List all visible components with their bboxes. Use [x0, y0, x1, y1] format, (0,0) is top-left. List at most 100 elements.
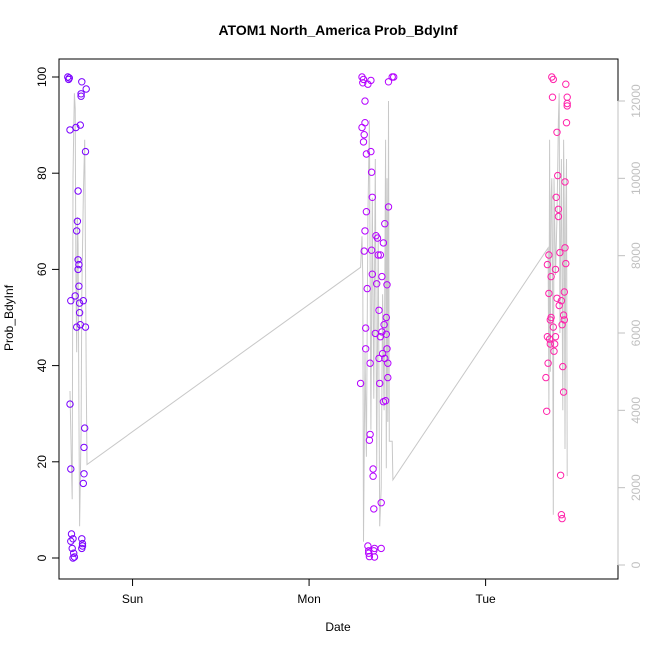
data-point [561, 244, 569, 252]
x-tick-label: Tue [475, 592, 496, 606]
data-point [550, 347, 558, 355]
data-point [388, 73, 396, 81]
chart-title: ATOM1 North_America Prob_BdyInf [218, 22, 457, 38]
data-point [367, 76, 375, 85]
x-tick-label: Sun [122, 592, 143, 606]
data-point [561, 178, 569, 186]
data-point [557, 511, 566, 519]
data-point [543, 407, 551, 415]
data-point [547, 313, 555, 322]
data-point [75, 309, 84, 317]
data-point [381, 220, 389, 228]
data-point [78, 78, 86, 86]
data-point [74, 187, 82, 195]
data-point [542, 373, 550, 382]
data-point [75, 299, 84, 307]
data-point [371, 329, 379, 338]
data-point [80, 470, 88, 478]
data-point [70, 549, 78, 557]
data-point [78, 542, 87, 550]
data-point [554, 205, 563, 214]
data-point [359, 138, 368, 146]
data-point [381, 397, 390, 405]
data-point [77, 90, 85, 98]
data-point [390, 73, 398, 81]
data-point [382, 330, 390, 338]
data-point [379, 239, 388, 247]
data-point [66, 400, 74, 408]
y-tick-label: 100 [35, 67, 49, 87]
data-point [72, 123, 80, 132]
data-point [563, 102, 571, 110]
data-point [370, 505, 378, 513]
data-point [368, 270, 376, 278]
data-point [553, 294, 561, 302]
data-point [361, 119, 369, 127]
y-tick-label: 20 [35, 455, 49, 469]
data-point [562, 259, 570, 268]
data-point [543, 333, 552, 341]
data-point [369, 472, 377, 480]
data-point [559, 311, 568, 319]
data-point [560, 316, 568, 324]
data-point [375, 354, 383, 363]
data-point [75, 260, 83, 269]
data-point [78, 539, 87, 548]
data-point [73, 217, 82, 226]
secondary-series-line [69, 93, 568, 542]
data-point [69, 554, 77, 562]
data-point [384, 359, 392, 367]
data-point [366, 359, 374, 367]
data-point [370, 553, 379, 561]
data-point [361, 227, 369, 235]
data-point [361, 97, 369, 105]
data-point [545, 289, 553, 298]
data-point [369, 465, 377, 473]
y2-tick-label: 2000 [629, 474, 643, 501]
data-point [79, 479, 88, 488]
data-point [376, 379, 384, 388]
y2-tick-label: 0 [629, 561, 643, 568]
data-point [549, 75, 557, 84]
data-point [69, 535, 77, 543]
data-point [376, 251, 385, 259]
data-point [359, 79, 367, 87]
secondary-line-path [69, 93, 568, 542]
data-point [359, 75, 368, 84]
data-point [383, 281, 391, 289]
data-point [551, 265, 560, 274]
data-point [362, 208, 371, 216]
data-point [547, 272, 555, 281]
data-point [563, 99, 571, 108]
data-point [362, 150, 371, 158]
data-point [545, 251, 553, 259]
data-point [67, 537, 75, 545]
data-point [362, 345, 370, 353]
data-point [71, 292, 79, 300]
data-point [367, 246, 376, 254]
data-point [368, 193, 376, 202]
data-point [378, 272, 386, 281]
data-point [546, 340, 554, 348]
y-tick-label: 60 [35, 262, 49, 276]
data-point [74, 265, 82, 274]
data-point [384, 203, 393, 211]
data-point [363, 284, 371, 293]
data-point [81, 147, 90, 156]
data-point [358, 123, 366, 132]
y2-tick-label: 6000 [629, 319, 643, 346]
data-point [562, 80, 570, 88]
data-point [559, 362, 567, 371]
data-point [365, 436, 374, 444]
data-point [377, 544, 385, 553]
data-point [556, 248, 564, 257]
data-point [76, 121, 85, 129]
data-point [367, 168, 376, 176]
data-point [366, 430, 374, 439]
data-point [558, 514, 566, 523]
data-point [365, 552, 374, 561]
data-point [360, 247, 368, 255]
data-point [356, 379, 365, 388]
data-point [364, 542, 372, 550]
